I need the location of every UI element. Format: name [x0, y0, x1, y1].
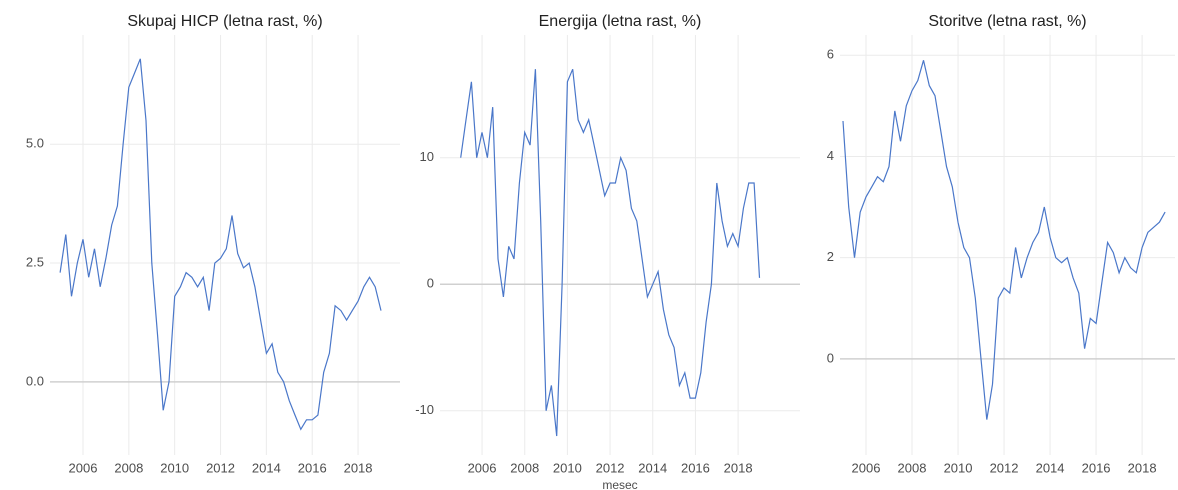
x-tick-label: 2012 [206, 460, 235, 475]
x-tick-label: 2016 [681, 460, 710, 475]
x-tick-label: 2008 [510, 460, 539, 475]
panel-title: Skupaj HICP (letna rast, %) [127, 13, 322, 30]
y-tick-label: 0 [427, 276, 434, 291]
x-tick-label: 2018 [344, 460, 373, 475]
x-tick-label: 2016 [1082, 460, 1111, 475]
y-tick-label: 6 [827, 47, 834, 62]
x-tick-label: 2010 [553, 460, 582, 475]
x-tick-label: 2014 [638, 460, 667, 475]
x-tick-label: 2010 [944, 460, 973, 475]
line [59, 58, 382, 431]
y-tick-label: 10 [420, 149, 434, 164]
x-tick-label: 2008 [898, 460, 927, 475]
y-tick-label: 0 [827, 350, 834, 365]
y-tick-label: 0.0 [26, 373, 44, 388]
y-tick-label: 4 [827, 148, 834, 163]
y-tick-label: 2 [827, 249, 834, 264]
panel-title: Energija (letna rast, %) [539, 13, 702, 30]
x-tick-label: 2018 [724, 460, 753, 475]
x-tick-label: 2014 [252, 460, 281, 475]
y-tick-label: -10 [415, 402, 434, 417]
y-tick-label: 5.0 [26, 136, 44, 151]
x-tick-label: 2010 [160, 460, 189, 475]
x-tick-label: 2008 [114, 460, 143, 475]
line [460, 68, 761, 437]
x-tick-label: 2006 [468, 460, 497, 475]
x-axis-label: mesec [602, 478, 637, 490]
x-tick-label: 2018 [1128, 460, 1157, 475]
x-tick-label: 2016 [298, 460, 327, 475]
x-tick-label: 2012 [990, 460, 1019, 475]
x-tick-label: 2006 [852, 460, 881, 475]
x-tick-label: 2006 [69, 460, 98, 475]
x-tick-label: 2014 [1036, 460, 1065, 475]
line [842, 60, 1166, 420]
y-tick-label: 2.5 [26, 254, 44, 269]
panel-title: Storitve (letna rast, %) [928, 13, 1086, 30]
x-tick-label: 2012 [596, 460, 625, 475]
